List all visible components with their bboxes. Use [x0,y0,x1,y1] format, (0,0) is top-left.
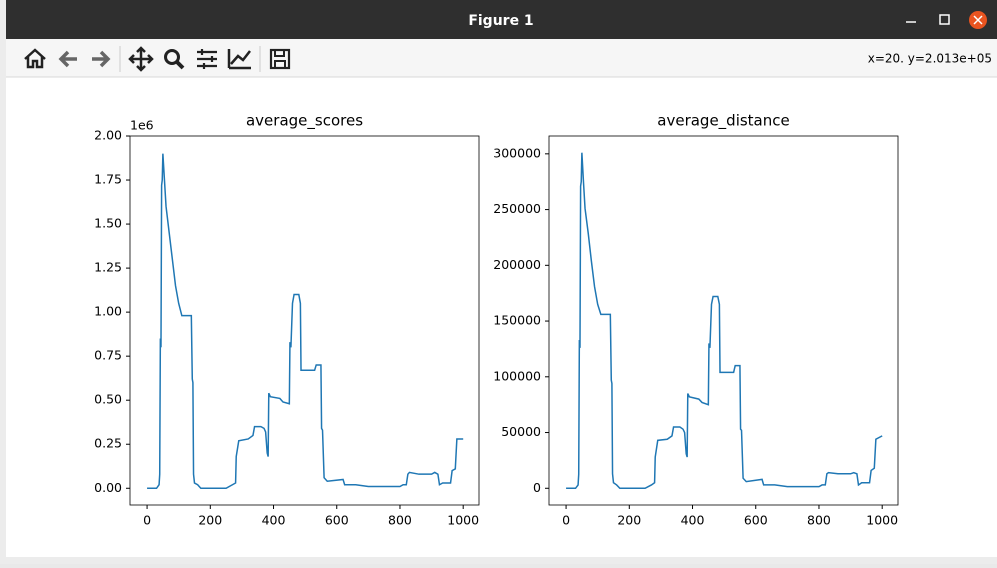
y-tick-label: 1.75 [94,172,122,187]
x-tick-label: 400 [262,513,286,528]
x-tick-label: 600 [325,513,349,528]
window-title: Figure 1 [468,13,533,29]
x-tick-label: 200 [617,513,641,528]
plot-frame [548,135,899,506]
cursor-coordinates: x=20. y=2.013e+05 [868,52,992,66]
y-tick-label: 1.50 [94,216,122,231]
y-tick-label: 0.75 [94,348,122,363]
y-tick-label: 0.00 [94,480,122,495]
forward-button[interactable] [92,50,111,68]
home-button[interactable] [24,48,46,69]
zoom-button[interactable] [164,49,185,70]
x-tick-label: 200 [198,513,222,528]
chart-title: average_distance [657,112,789,131]
x-tick-label: 1000 [866,513,898,528]
y-tick-label: 100000 [493,368,541,383]
x-tick-label: 400 [681,513,705,528]
title-bar [6,0,997,39]
y-tick-label: 200000 [493,257,541,272]
x-tick-label: 800 [807,513,831,528]
offset-label: 1e6 [130,118,154,133]
configure-button[interactable] [197,49,217,69]
y-tick-label: 0.25 [94,436,122,451]
y-tick-label: 0 [533,480,541,495]
plot-frame [129,135,480,506]
toolbar [6,39,997,77]
y-tick-label: 150000 [493,313,541,328]
pan-button[interactable] [128,46,154,72]
y-tick-label: 1.00 [94,304,122,319]
back-button[interactable] [58,50,77,68]
y-tick-label: 250000 [493,201,541,216]
axes-button[interactable] [227,49,251,70]
y-tick-label: 2.00 [94,128,122,143]
maximize-button[interactable] [939,14,950,25]
x-tick-label: 0 [562,513,570,528]
y-tick-label: 50000 [501,424,541,439]
save-button[interactable] [269,48,291,70]
x-tick-label: 0 [143,513,151,528]
y-tick-label: 300000 [493,145,541,160]
chart-title: average_scores [246,112,363,131]
close-button[interactable] [969,11,987,29]
x-tick-label: 600 [744,513,768,528]
window [6,0,997,557]
data-line [147,153,464,490]
x-tick-label: 1000 [447,513,479,528]
data-line [566,152,883,490]
x-tick-label: 800 [388,513,412,528]
y-tick-label: 0.50 [94,392,122,407]
y-tick-label: 1.25 [94,260,122,275]
